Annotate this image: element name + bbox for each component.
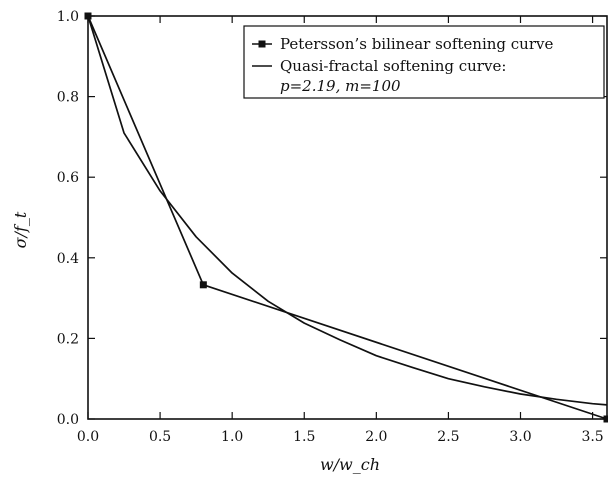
- y-tick-label: 0.8: [57, 90, 79, 106]
- x-tick-label: 0.5: [149, 429, 171, 445]
- data-point-bilinear: [603, 415, 608, 423]
- data-point-bilinear: [199, 281, 207, 289]
- series-group: [84, 12, 608, 423]
- plot-frame: [87, 15, 608, 420]
- legend-entry-quasi-fractal-params: p=2.19, m=100: [280, 77, 401, 95]
- y-tick-label: 0.2: [57, 331, 79, 347]
- y-axis-label: σ/f_t: [11, 211, 30, 248]
- y-tick-label: 1.0: [57, 9, 79, 25]
- legend-entry-quasi-fractal: Quasi-fractal softening curve:: [280, 57, 506, 75]
- legend-entry-bilinear: Petersson’s bilinear softening curve: [280, 35, 553, 53]
- x-tick-label: 2.0: [365, 429, 387, 445]
- x-tick-label: 3.0: [509, 429, 531, 445]
- y-tick-label: 0.6: [57, 170, 79, 186]
- legend-marker-bilinear: [258, 40, 266, 48]
- x-tick-label: 2.5: [437, 429, 459, 445]
- axis-ticks: 0.0 0.5 1.0 1.5 2.0 2.5 3.0 3.5 0.0 0.2 0.4 0.6 0.8 1…: [57, 9, 607, 445]
- x-tick-label: 3.5: [581, 429, 603, 445]
- x-tick-label: 1.5: [293, 429, 315, 445]
- series-line-quasi-fractal: [87, 15, 608, 406]
- y-tick-label: 0.4: [57, 251, 79, 267]
- x-tick-label: 1.0: [221, 429, 243, 445]
- legend: Petersson’s bilinear softening curve Qua…: [243, 25, 605, 99]
- y-tick-label: 0.0: [57, 412, 79, 428]
- x-axis-label: w/w_ch: [320, 455, 380, 474]
- legend-box: [243, 25, 605, 99]
- x-tick-label: 0.0: [77, 429, 99, 445]
